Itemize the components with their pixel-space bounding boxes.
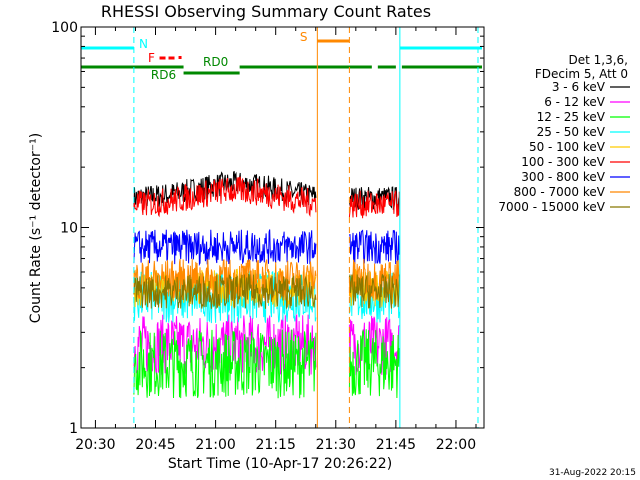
flag-label: RD0 <box>203 55 228 69</box>
series-trace <box>348 315 400 376</box>
series-trace <box>133 329 317 399</box>
legend-entry-label: 25 - 50 keV <box>537 125 606 139</box>
x-tick-label: 20:30 <box>75 437 115 453</box>
y-tick-label: 10 <box>60 221 78 237</box>
series-trace <box>348 273 400 309</box>
legend-header: FDecim 5, Att 0 <box>535 67 628 81</box>
series-trace <box>348 229 400 265</box>
legend-entry-label: 7000 - 15000 keV <box>498 200 605 214</box>
axes-layer: 20:30 20:45 21:00 21:15 21:30 21:45 22:00 1 10 10… <box>51 20 484 453</box>
series-trace <box>133 176 317 218</box>
series-trace <box>348 329 400 399</box>
flags-layer: NF S RD0 RD6 <box>81 30 482 82</box>
y-axis-label: Count Rate (s⁻¹ detector⁻¹) <box>28 133 44 323</box>
flag-label: F <box>148 51 155 65</box>
series-trace <box>133 229 317 267</box>
x-tick-label: 22:00 <box>436 437 476 453</box>
legend-header: Det 1,3,6, <box>569 53 629 67</box>
flag-bar <box>178 56 182 59</box>
chart-title: RHESSI Observing Summary Count Rates <box>101 2 431 21</box>
series-trace <box>133 273 317 310</box>
x-axis-label: Start Time (10-Apr-17 20:26:22) <box>168 456 392 472</box>
series-6-12keV <box>133 314 400 376</box>
series-trace <box>348 190 400 219</box>
legend-entry-label: 6 - 12 keV <box>544 95 606 109</box>
series-100-300keV <box>133 176 400 219</box>
flag-label: S <box>300 30 308 44</box>
legend-entry-label: 800 - 7000 keV <box>514 185 606 199</box>
y-tick-label: 100 <box>51 20 78 36</box>
x-tick-label: 21:30 <box>316 437 356 453</box>
timestamp: 31-Aug-2022 20:15 <box>549 468 636 478</box>
legend-entry-label: 3 - 6 keV <box>552 80 606 94</box>
x-tick-label: 21:45 <box>376 437 416 453</box>
flag-label: N <box>139 37 148 51</box>
legend-entry-label: 50 - 100 keV <box>529 140 606 154</box>
flag-label: RD6 <box>151 68 176 82</box>
legend-entry-label: 12 - 25 keV <box>537 110 606 124</box>
y-tick-label: 1 <box>69 421 78 437</box>
legend-entry-label: 100 - 300 keV <box>521 155 605 169</box>
series-7000-15000keV <box>133 273 400 310</box>
x-tick-label: 20:45 <box>135 437 175 453</box>
legend-entry-label: 300 - 800 keV <box>521 170 605 184</box>
x-tick-label: 21:15 <box>256 437 296 453</box>
x-tick-label: 21:00 <box>195 437 235 453</box>
series-300-800keV <box>133 229 400 267</box>
data-layer <box>133 170 400 399</box>
series-12-25keV <box>133 329 400 399</box>
